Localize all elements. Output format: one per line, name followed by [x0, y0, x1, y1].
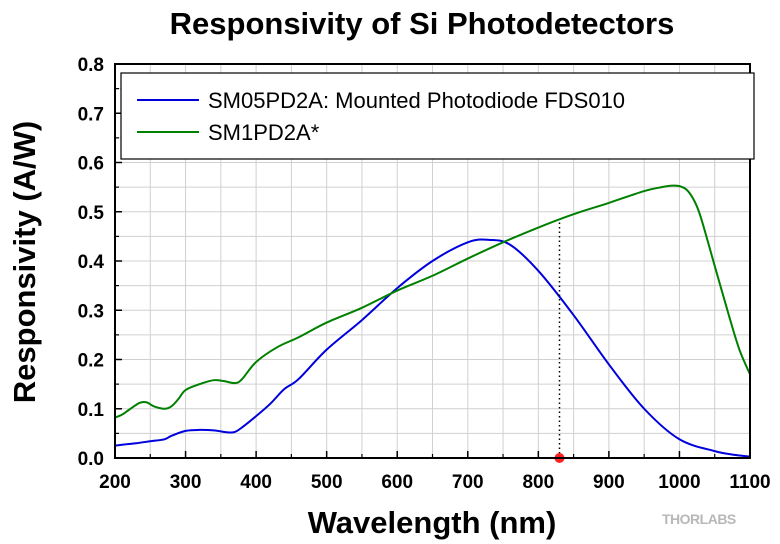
marker-layer	[554, 219, 565, 463]
x-tick-label: 1000	[658, 472, 700, 493]
y-tick-label: 0.6	[78, 154, 104, 175]
thorlabs-logo: THORLABS	[662, 511, 736, 527]
x-tick-label: 200	[99, 472, 131, 493]
y-tick-label: 0.4	[78, 252, 105, 273]
x-tick-label: 700	[452, 472, 484, 493]
y-tick-label: 0.1	[78, 400, 105, 421]
chart-title: Responsivity of Si Photodetectors	[170, 6, 675, 41]
x-tick-label: 1100	[729, 472, 770, 493]
x-tick-label: 900	[593, 472, 625, 493]
x-tick-label: 800	[522, 472, 554, 493]
y-tick-label: 0.8	[78, 55, 104, 76]
y-tick-label: 0.7	[78, 104, 104, 125]
y-tick-label: 0.3	[78, 301, 104, 322]
series-line-2	[114, 184, 751, 419]
legend: SM05PD2A: Mounted Photodiode FDS010 SM1P…	[120, 72, 755, 160]
ticks: 200 300 400 500 600 700 800 900 1000 1100 0.0 0.1 0.…	[78, 55, 771, 493]
y-tick-label: 0.0	[78, 449, 104, 470]
x-axis-label: Wavelength (nm)	[308, 505, 557, 540]
series-line-1	[114, 238, 751, 458]
legend-label-1: SM05PD2A: Mounted Photodiode FDS010	[208, 88, 625, 113]
y-tick-label: 0.2	[78, 351, 104, 372]
x-tick-label: 400	[240, 472, 272, 493]
legend-label-2: SM1PD2A*	[208, 120, 320, 145]
x-tick-label: 500	[311, 472, 343, 493]
series-layer	[114, 184, 751, 458]
x-tick-label: 300	[170, 472, 202, 493]
legend-box	[120, 72, 755, 160]
x-tick-label: 600	[381, 472, 413, 493]
y-tick-label: 0.5	[78, 203, 105, 224]
y-axis-label: Responsivity (A/W)	[7, 121, 42, 403]
